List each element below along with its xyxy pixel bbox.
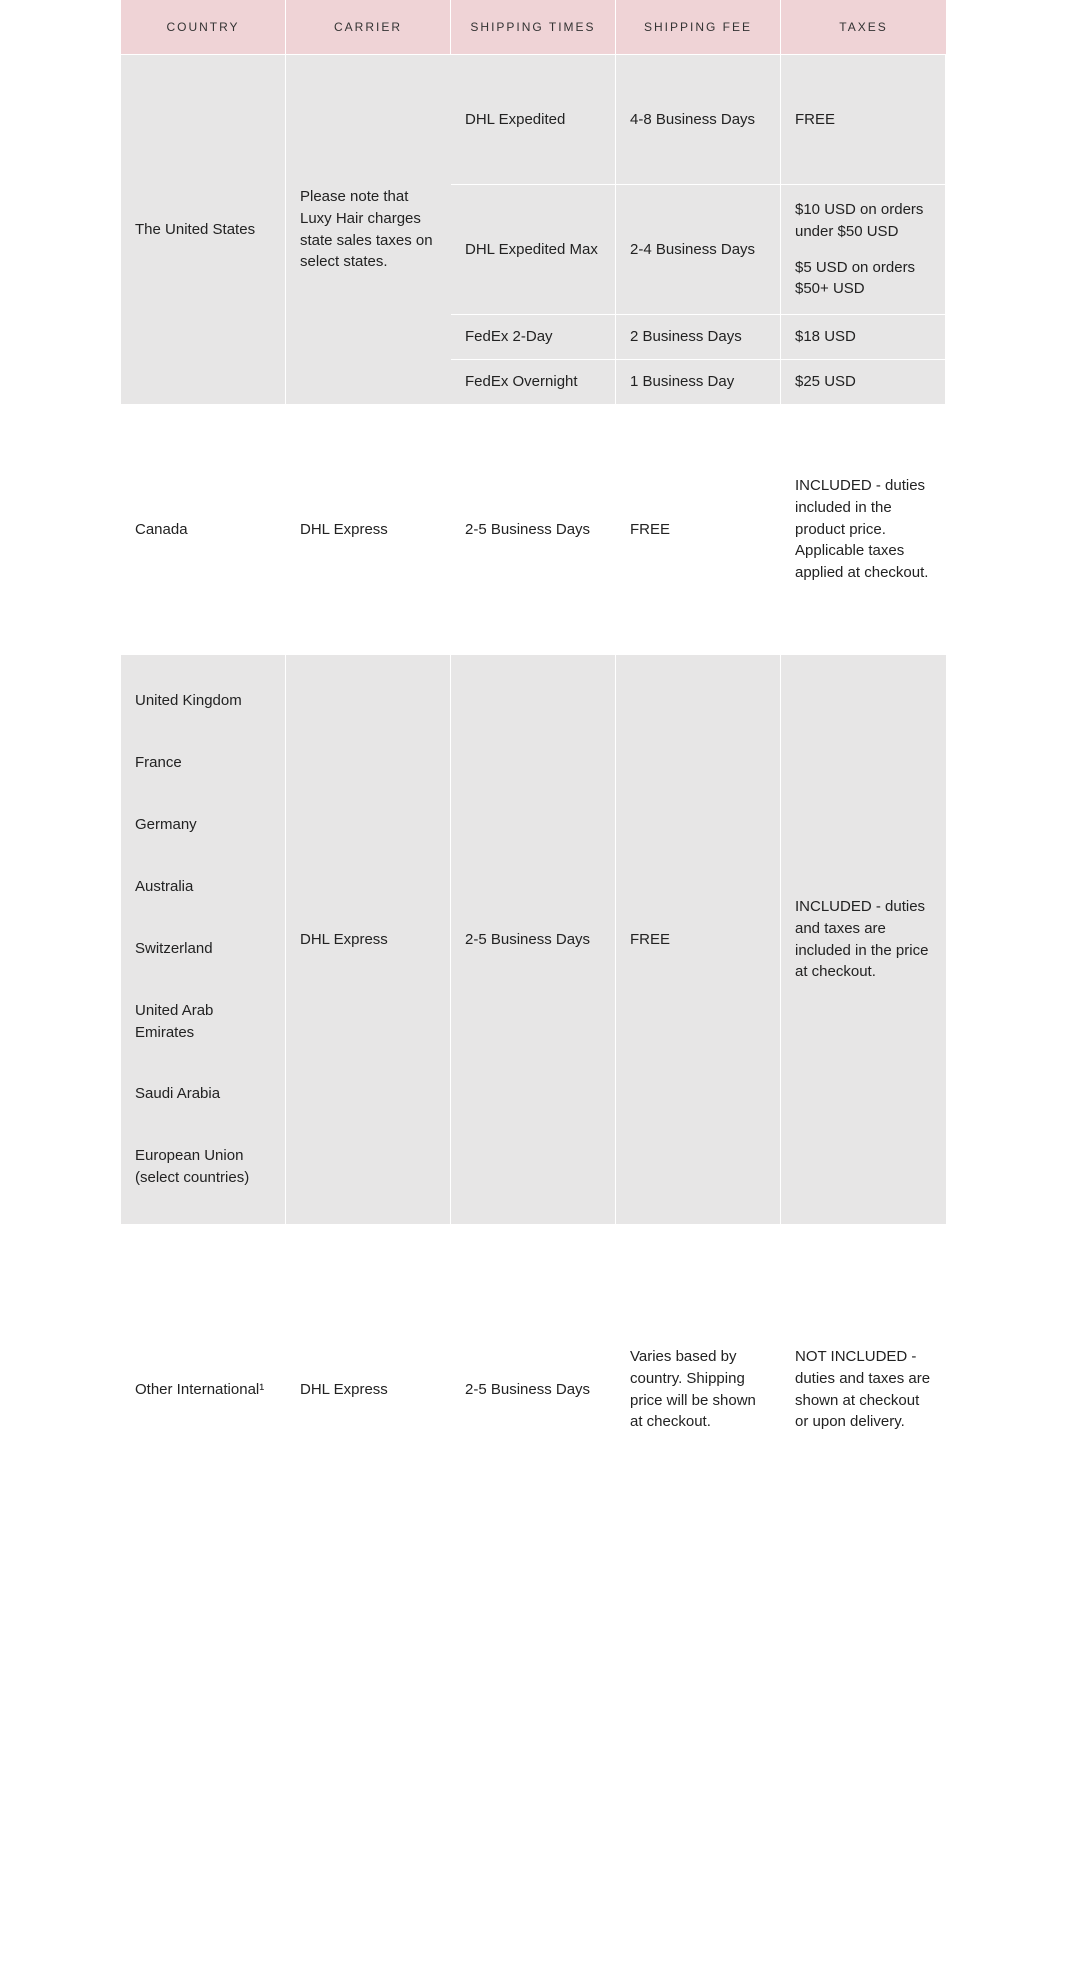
us-country-cell: The United States — [121, 54, 286, 404]
us-carrier-2: FedEx 2-Day — [451, 314, 616, 359]
col-header-taxes: TAXES — [781, 0, 946, 54]
intl-country-4: Switzerland — [135, 938, 271, 960]
us-fee-1: $10 USD on orders under $50 USD $5 USD o… — [781, 184, 946, 314]
intl-taxes: INCLUDED - duties and taxes are included… — [781, 654, 946, 1224]
intl-country-1: France — [135, 752, 271, 774]
intl-country-3: Australia — [135, 876, 271, 898]
other-times: 2-5 Business Days — [451, 1224, 616, 1554]
ca-fee: FREE — [616, 404, 781, 654]
us-fee-1-line1: $10 USD on orders under $50 USD — [795, 199, 931, 243]
intl-countries: United Kingdom France Germany Australia … — [121, 654, 286, 1224]
intl-fee: FREE — [616, 654, 781, 1224]
us-times-2: 2 Business Days — [616, 314, 781, 359]
intl-country-2: Germany — [135, 814, 271, 836]
ca-times: 2-5 Business Days — [451, 404, 616, 654]
col-header-carrier: CARRIER — [286, 0, 451, 54]
other-country: Other International¹ — [121, 1224, 286, 1554]
canada-section: Canada DHL Express 2-5 Business Days FRE… — [121, 404, 946, 654]
us-carrier-1: DHL Expedited Max — [451, 184, 616, 314]
ca-country: Canada — [121, 404, 286, 654]
other-section: Other International¹ DHL Express 2-5 Bus… — [121, 1224, 946, 1554]
intl-times: 2-5 Business Days — [451, 654, 616, 1224]
col-header-times: SHIPPING TIMES — [451, 0, 616, 54]
intl-country-5: United Arab Emirates — [135, 1000, 271, 1044]
other-fee: Varies based by country. Shipping price … — [616, 1224, 781, 1554]
shipping-table-header: COUNTRY CARRIER SHIPPING TIMES SHIPPING … — [121, 0, 946, 54]
us-times-0: 4-8 Business Days — [616, 54, 781, 184]
col-header-country: COUNTRY — [121, 0, 286, 54]
us-times-1: 2-4 Business Days — [616, 184, 781, 314]
intl-country-6: Saudi Arabia — [135, 1083, 271, 1105]
ca-taxes: INCLUDED - duties included in the produc… — [781, 404, 946, 654]
us-taxes-cell: Please note that Luxy Hair charges state… — [286, 54, 451, 404]
us-fee-3: $25 USD — [781, 359, 946, 404]
intl-country-7: European Union (select countries) — [135, 1145, 271, 1189]
us-carrier-0: DHL Expedited — [451, 54, 616, 184]
other-carrier: DHL Express — [286, 1224, 451, 1554]
us-fee-2: $18 USD — [781, 314, 946, 359]
us-carrier-3: FedEx Overnight — [451, 359, 616, 404]
us-fee-0: FREE — [781, 54, 946, 184]
col-header-fee: SHIPPING FEE — [616, 0, 781, 54]
intl-carrier: DHL Express — [286, 654, 451, 1224]
intl-section: United Kingdom France Germany Australia … — [121, 654, 946, 1224]
intl-country-0: United Kingdom — [135, 690, 271, 712]
ca-carrier: DHL Express — [286, 404, 451, 654]
us-times-3: 1 Business Day — [616, 359, 781, 404]
other-taxes: NOT INCLUDED - duties and taxes are show… — [781, 1224, 946, 1554]
us-section: The United States DHL Expedited 4-8 Busi… — [121, 54, 946, 404]
us-fee-1-line2: $5 USD on orders $50+ USD — [795, 257, 931, 301]
